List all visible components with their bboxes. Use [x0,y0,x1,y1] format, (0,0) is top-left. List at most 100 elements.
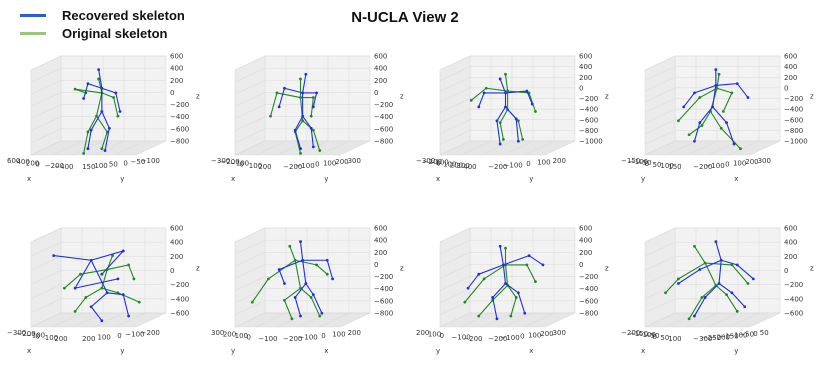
original-joint [290,317,294,321]
left-axis-tick: −100 [451,334,470,342]
right-axis-tick: 100 [94,162,107,170]
original-joint [311,96,315,99]
grid-line [439,276,471,291]
z-tick-label: 600 [579,225,592,233]
grid-line [707,312,739,328]
z-tick-label: 200 [374,77,387,85]
recovered-joint [516,139,520,143]
original-joint [700,296,704,299]
left-axis-tick: −150 [629,330,648,338]
recovered-bone [122,294,130,317]
grid-line [30,227,62,243]
recovered-bone [499,246,504,265]
original-bone [312,129,321,151]
original-joint [311,128,315,132]
grid-line [644,55,676,71]
z-axis-label: z [605,93,609,101]
original-bone [295,259,317,266]
original-joint [664,291,667,295]
right-axis-tick: 150 [82,163,95,171]
recovered-joint [514,117,518,121]
original-joint [514,296,518,299]
recovered-joint [97,68,101,72]
left-axis-tick: −100 [637,331,656,339]
right-axis-tick: 100 [528,331,541,339]
grid-line [644,87,676,103]
original-joint [698,96,702,99]
right-axis-tick: 0 [123,159,127,167]
left-axis-tick: 100 [235,332,248,340]
z-tick-label: 400 [784,239,797,247]
original-joint [717,72,721,76]
grid-line [523,312,555,328]
recovered-bone [712,85,717,107]
original-bone [276,92,301,99]
recovered-bone [90,111,103,131]
recovered-joint [311,293,315,297]
right-axis-tick: −300 [693,335,712,343]
original-joint [250,300,254,304]
recovered-bone [107,292,124,296]
recovered-bone [683,92,695,108]
original-bone [464,278,485,303]
recovered-joint [482,91,486,95]
left-axis-tick: −50 [645,332,660,340]
z-tick-label: −400 [784,106,803,114]
grid-line [644,298,676,314]
original-bone [483,264,506,280]
z-tick-label: 0 [170,267,174,275]
grid-line [644,77,676,92]
original-joint [463,300,467,304]
recovered-joint [89,128,93,132]
original-bone [75,88,102,94]
recovered-joint [711,105,715,109]
left-axis-label: x [231,175,235,183]
grid-line [255,312,287,328]
original-bone [688,125,703,136]
original-bone [693,246,706,264]
recovered-joint [501,263,505,267]
recovered-bone [492,283,506,298]
original-bone [284,287,301,301]
right-axis-tick: −100 [705,162,724,170]
recovered-bone [74,259,92,289]
recovered-bone [294,283,307,298]
original-bone [504,74,509,92]
recovered-joint [698,121,702,125]
right-axis-tick: 50 [760,329,769,337]
recovered-joint [277,268,281,271]
recovered-bone [718,283,733,294]
side-pane [234,55,266,156]
right-axis-tick: 0 [725,161,729,169]
panel-4: 6004002000−200−400−600−800−1000z−150−100… [621,53,814,184]
recovered-joint [52,254,56,257]
original-joint [516,119,520,123]
grid-line [644,119,676,134]
original-joint [677,277,680,281]
original-bone [316,264,328,275]
grid-line [114,312,146,328]
original-bone [101,131,108,149]
left-axis-tick: 100 [660,162,673,170]
left-axis-tick: −100 [629,158,648,166]
recovered-joint [498,142,502,146]
original-bone [107,264,129,271]
original-joint [700,124,704,127]
legend-label-original: Original skeleton [62,26,168,41]
recovered-bone [310,128,314,147]
right-axis-tick: 100 [323,159,336,167]
left-axis-tick: 100 [668,335,681,343]
recovered-joint [693,314,696,318]
grid-line [439,227,471,243]
z-tick-label: −200 [784,281,803,289]
recovered-joint [717,282,721,285]
recovered-joint [121,293,125,297]
recovered-joint [293,128,297,132]
original-joint [703,261,707,265]
recovered-bone [693,122,701,142]
z-tick-label: −600 [579,297,598,305]
z-tick-label: 0 [784,267,788,275]
z-tick-label: −200 [170,281,189,289]
right-axis-label: y [120,175,124,183]
